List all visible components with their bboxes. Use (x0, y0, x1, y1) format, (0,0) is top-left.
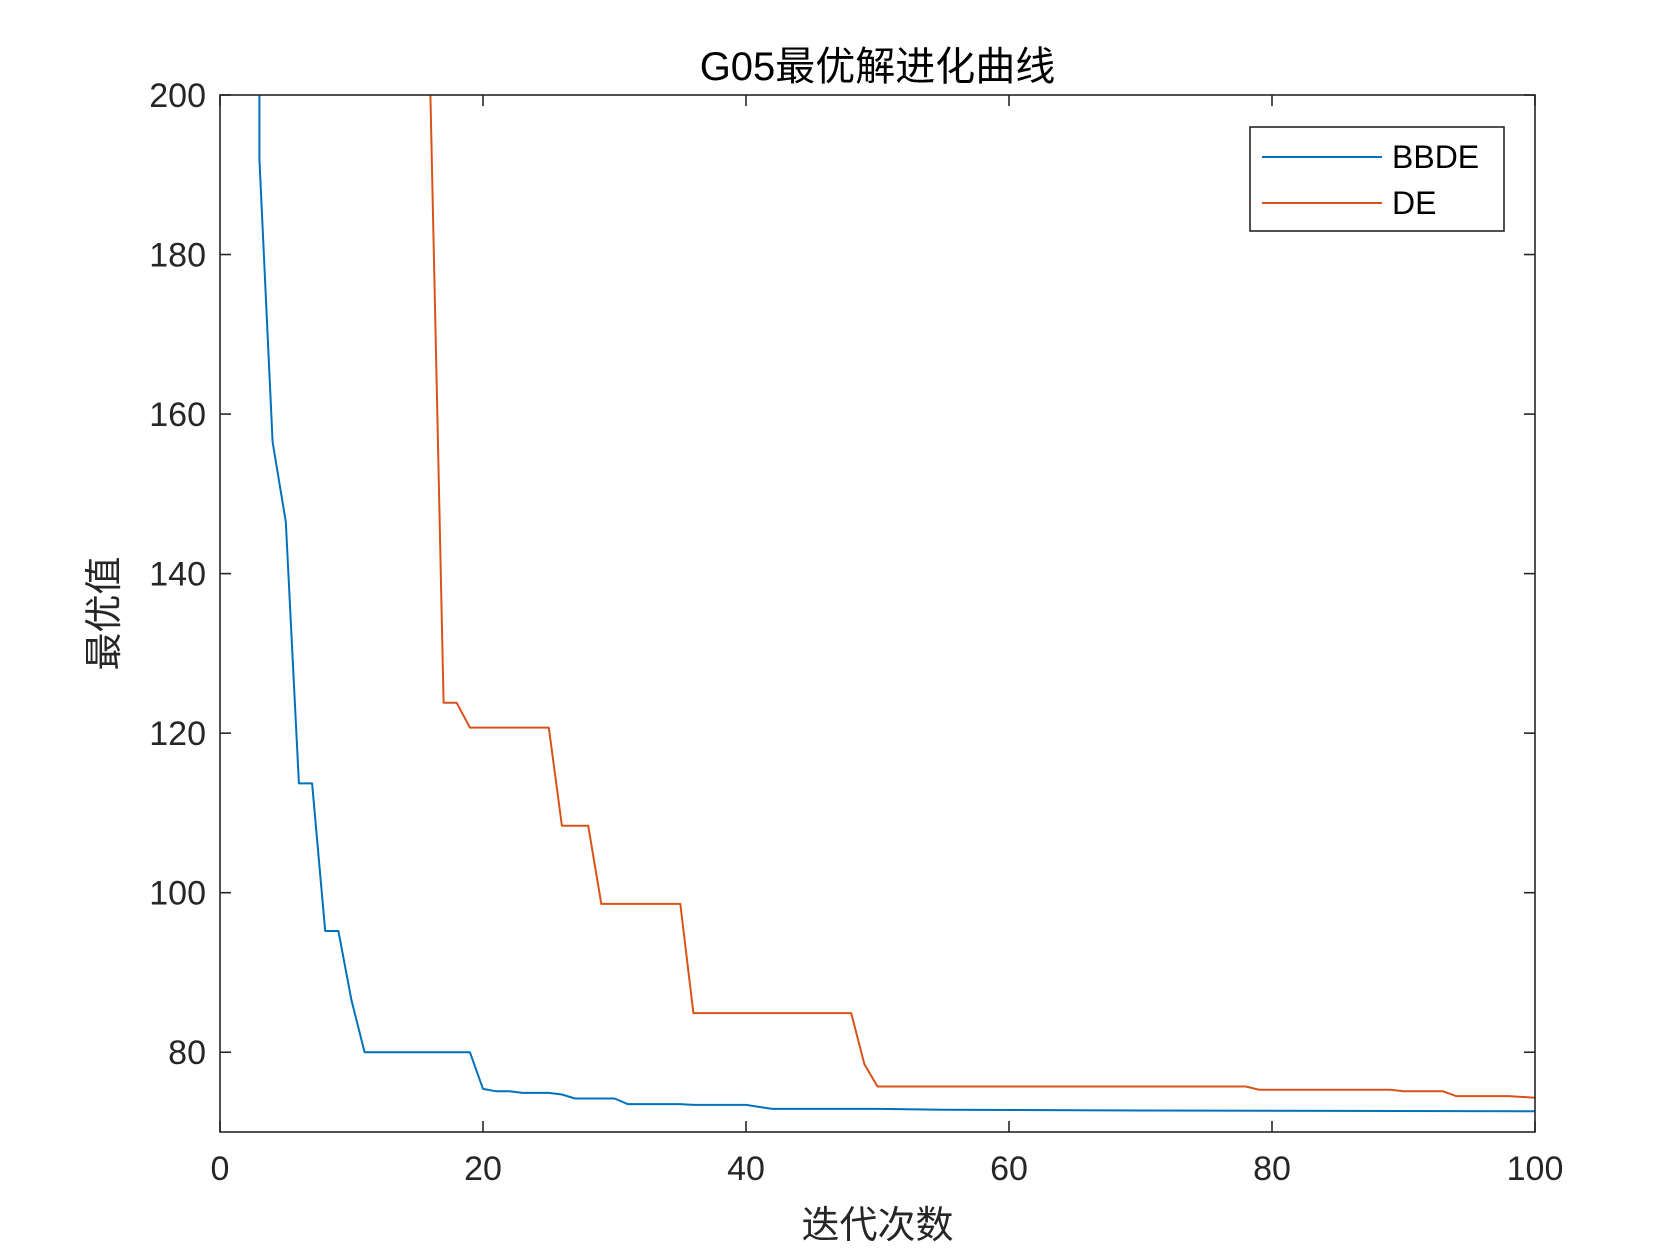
y-tick-label: 100 (149, 875, 206, 913)
legend-label-de: DE (1392, 185, 1436, 221)
chart-title: G05最优解进化曲线 (700, 45, 1056, 89)
plot-frame (219, 94, 1536, 1133)
plot-area-background (220, 95, 1535, 1132)
x-tick-label: 40 (727, 1150, 765, 1188)
x-tick-label: 0 (211, 1150, 230, 1188)
y-tick-label: 140 (149, 556, 206, 594)
tick-layer: 0 20 40 60 80 100 80 100 120 140 160 180 200 (149, 77, 1563, 1188)
series-line-de (429, 95, 1535, 1099)
series-layer (258, 95, 1535, 1113)
y-tick-label: 160 (149, 396, 206, 434)
x-axis-label: 迭代次数 (801, 1203, 953, 1247)
series-line-bbde (258, 95, 1535, 1113)
x-tick-label: 20 (464, 1150, 502, 1188)
y-tick-label: 80 (168, 1034, 206, 1072)
legend-box (1249, 126, 1505, 232)
legend-label-bbde: BBDE (1392, 139, 1479, 175)
y-tick-label: 200 (149, 77, 206, 115)
legend: BBDE DE (1249, 126, 1505, 232)
x-tick-label: 100 (1507, 1150, 1564, 1188)
y-axis-label: 最优值 (82, 556, 126, 670)
y-tick-label: 180 (149, 237, 206, 275)
x-tick-label: 60 (990, 1150, 1028, 1188)
x-tick-label: 80 (1253, 1150, 1291, 1188)
y-tick-label: 120 (149, 715, 206, 753)
